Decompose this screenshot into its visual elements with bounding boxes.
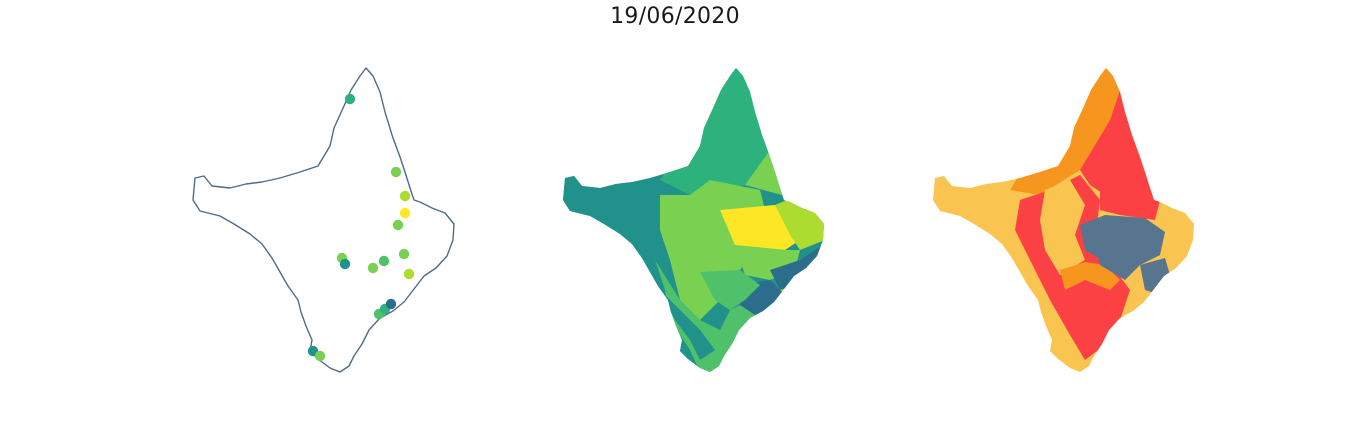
region-orange-south (1060, 262, 1120, 290)
map-point (399, 190, 411, 202)
points-layer (307, 93, 415, 362)
map-point (399, 207, 411, 219)
region-slate-south (1095, 240, 1140, 280)
map-point (390, 166, 402, 178)
map-point (367, 262, 379, 274)
map-point (398, 248, 410, 260)
state-outline (192, 67, 455, 373)
region-east-red (1100, 180, 1160, 220)
map-point (392, 219, 404, 231)
region-central-yellow (1040, 180, 1085, 275)
page-title: 19/06/2020 (610, 4, 740, 29)
region-southwest-strip (660, 290, 715, 360)
region-center-yellow (720, 205, 800, 250)
map-point (314, 350, 326, 362)
map-point (344, 93, 356, 105)
map-point (385, 298, 397, 310)
viridis-choropleth (563, 68, 824, 372)
map-point (378, 255, 390, 267)
region-south-center (700, 270, 760, 310)
map-point (339, 258, 351, 270)
map-point (403, 268, 415, 280)
categorical-choropleth (933, 68, 1194, 372)
points-map (192, 67, 455, 373)
